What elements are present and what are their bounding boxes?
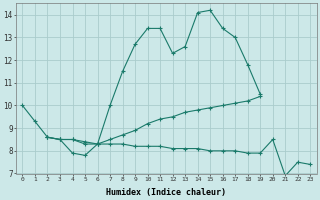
X-axis label: Humidex (Indice chaleur): Humidex (Indice chaleur) [106, 188, 226, 197]
